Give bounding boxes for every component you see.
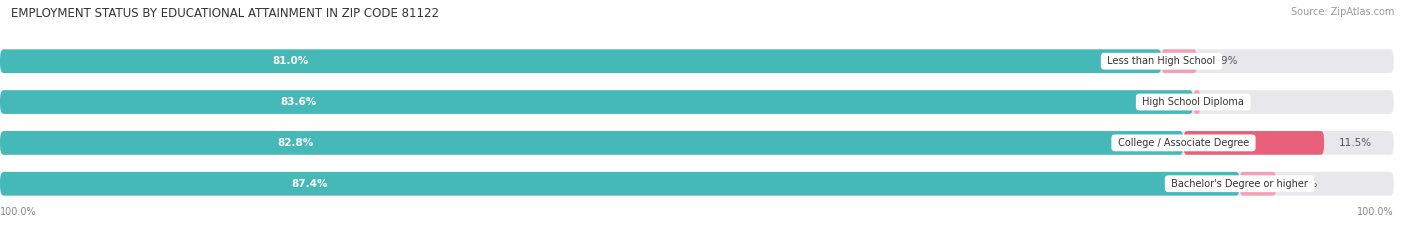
Text: EMPLOYMENT STATUS BY EDUCATIONAL ATTAINMENT IN ZIP CODE 81122: EMPLOYMENT STATUS BY EDUCATIONAL ATTAINM… [11, 7, 439, 20]
Text: 87.4%: 87.4% [291, 179, 328, 189]
Text: 11.5%: 11.5% [1339, 138, 1372, 148]
FancyBboxPatch shape [0, 172, 1240, 195]
FancyBboxPatch shape [1184, 131, 1324, 155]
Text: 83.6%: 83.6% [280, 97, 316, 107]
FancyBboxPatch shape [0, 90, 1194, 114]
FancyBboxPatch shape [0, 131, 1184, 155]
FancyBboxPatch shape [0, 49, 1161, 73]
Text: 0.6%: 0.6% [1215, 97, 1241, 107]
FancyBboxPatch shape [0, 90, 1393, 114]
Text: 82.8%: 82.8% [278, 138, 314, 148]
Text: 3.0%: 3.0% [1291, 179, 1317, 189]
Text: 100.0%: 100.0% [1357, 206, 1393, 216]
Text: Less than High School: Less than High School [1104, 56, 1219, 66]
FancyBboxPatch shape [0, 131, 1393, 155]
Text: 2.9%: 2.9% [1212, 56, 1239, 66]
FancyBboxPatch shape [1240, 172, 1277, 195]
Text: 100.0%: 100.0% [0, 206, 37, 216]
Text: College / Associate Degree: College / Associate Degree [1115, 138, 1253, 148]
Text: Source: ZipAtlas.com: Source: ZipAtlas.com [1291, 7, 1395, 17]
FancyBboxPatch shape [0, 49, 1393, 73]
Text: Bachelor's Degree or higher: Bachelor's Degree or higher [1168, 179, 1312, 189]
FancyBboxPatch shape [0, 172, 1393, 195]
FancyBboxPatch shape [1161, 49, 1197, 73]
Text: High School Diploma: High School Diploma [1139, 97, 1247, 107]
FancyBboxPatch shape [1194, 90, 1201, 114]
Text: 81.0%: 81.0% [273, 56, 308, 66]
